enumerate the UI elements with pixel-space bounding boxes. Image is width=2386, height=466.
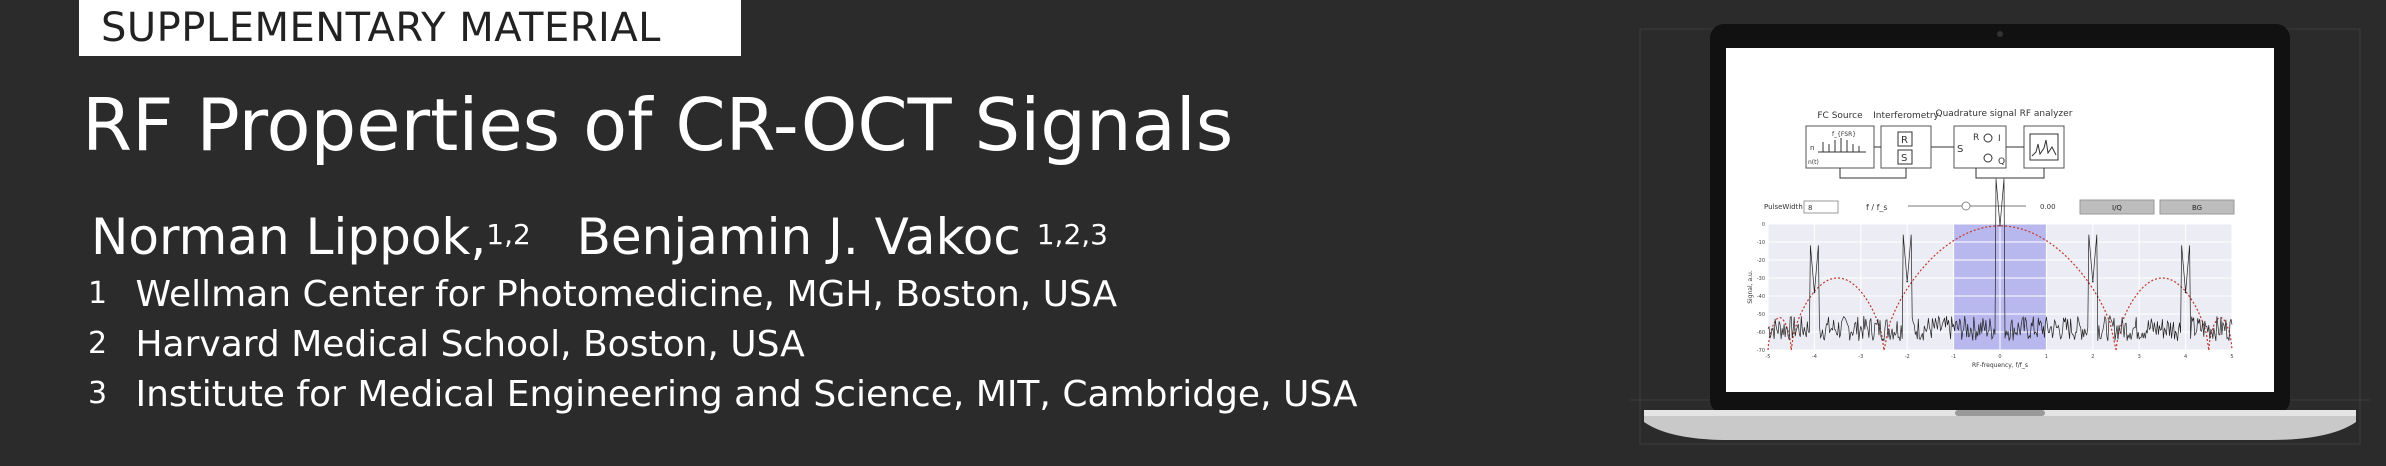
iq-button-label: I/Q bbox=[2112, 204, 2122, 212]
envelope-arch bbox=[2208, 316, 2233, 351]
envelope-arch bbox=[1883, 225, 2117, 351]
spectrum-peak bbox=[2184, 291, 2187, 294]
x-tick-label: -5 bbox=[1766, 354, 1771, 360]
y-tick-label: -20 bbox=[1757, 258, 1765, 264]
spectrum-peak bbox=[1906, 280, 1908, 283]
page-title: RF Properties of CR-OCT Signals bbox=[82, 83, 1234, 167]
x-axis-label: RF-frequency, f/f_s bbox=[1972, 362, 2028, 369]
envelope-arch bbox=[1767, 316, 1792, 351]
author-superscript: 1,2,3 bbox=[1036, 218, 1108, 251]
author-line: Norman Lippok,1,2 Benjamin J. Vakoc 1,2,… bbox=[91, 204, 1108, 270]
y-tick-label: -30 bbox=[1757, 276, 1765, 282]
x-tick-label: -4 bbox=[1812, 354, 1817, 360]
y-tick-label: -60 bbox=[1757, 330, 1765, 336]
quadrature-r-label: R bbox=[1973, 133, 1979, 143]
frequency-slider-handle[interactable] bbox=[1961, 201, 1971, 211]
affiliation-text: Harvard Medical School, Boston, USA bbox=[135, 324, 805, 365]
envelope-arch bbox=[2115, 277, 2210, 351]
x-tick-label: 5 bbox=[2230, 354, 2233, 360]
iq-button[interactable] bbox=[2079, 199, 2155, 215]
camera-icon bbox=[1997, 31, 2003, 37]
x-tick-label: 1 bbox=[2045, 354, 2048, 360]
ratio-label: f / f_s bbox=[1866, 203, 1888, 212]
x-tick-label: -2 bbox=[1905, 354, 1910, 360]
block-label-quadrature: Quadrature signal bbox=[1936, 109, 2017, 119]
rf-spectrum-plot: -5 -4 -3 -2 -1 0 1 2 3 4 50-10-20-30-40-50-60-70RF… bbox=[1747, 178, 2234, 369]
pulsewidth-input[interactable] bbox=[1803, 200, 1839, 214]
screen-content: FC Source Interferometry Quadrature sign… bbox=[1747, 109, 2235, 369]
y-tick-label: -50 bbox=[1757, 312, 1765, 318]
x-tick-label: -1 bbox=[1951, 354, 1956, 360]
x-tick-label: 2 bbox=[2091, 354, 2094, 360]
interferometer-r-label: R bbox=[1901, 135, 1908, 146]
pulsewidth-label: PulseWidth bbox=[1764, 203, 1803, 211]
y-tick-label: -40 bbox=[1757, 294, 1765, 300]
fc-fsr-label: f_{FSR} bbox=[1832, 131, 1856, 138]
spectrum-peak bbox=[1813, 291, 1816, 294]
affiliation-2: 2 Harvard Medical School, Boston, USA bbox=[88, 322, 805, 370]
y-tick-label: 0 bbox=[1762, 222, 1765, 228]
affiliation-number: 1 bbox=[88, 276, 108, 311]
spectrum-peak bbox=[1999, 225, 2001, 227]
slider-value: 0.00 bbox=[2040, 203, 2056, 211]
author-superscript: 1,2 bbox=[486, 218, 531, 251]
affiliation-text: Institute for Medical Engineering and Sc… bbox=[135, 374, 1358, 415]
supplementary-tag: SUPPLEMENTARY MATERIAL bbox=[79, 0, 741, 56]
setup-diagram: FC Source Interferometry Quadrature sign… bbox=[1805, 109, 2073, 179]
pulsewidth-value: 8 bbox=[1808, 204, 1812, 212]
author-name: Benjamin J. Vakoc bbox=[576, 208, 1021, 266]
block-label-fc-source: FC Source bbox=[1817, 111, 1863, 121]
affiliation-number: 2 bbox=[88, 326, 108, 361]
nt-label: n(t) bbox=[1808, 159, 1819, 166]
controls-row: PulseWidth 8 f / f_s 0.00 I/Q BG bbox=[1764, 199, 2235, 215]
quadrature-i-label: I bbox=[1998, 134, 2001, 144]
envelope-arch bbox=[1790, 277, 1885, 351]
block-label-interferometry: Interferometry bbox=[1873, 111, 1939, 121]
spectrum-peak bbox=[2092, 280, 2094, 283]
n-label: n bbox=[1810, 144, 1814, 152]
y-tick-label: -10 bbox=[1757, 240, 1765, 246]
y-tick-label: -70 bbox=[1757, 348, 1765, 354]
interferometer-s-label: S bbox=[1901, 153, 1907, 164]
x-tick-label: -3 bbox=[1858, 354, 1863, 360]
x-tick-label: 3 bbox=[2138, 354, 2141, 360]
laptop-notch bbox=[1955, 410, 2045, 416]
quadrature-q-label: Q bbox=[1998, 157, 2005, 167]
author-name: Norman Lippok, bbox=[91, 208, 487, 266]
x-tick-label: 0 bbox=[1998, 354, 2001, 360]
x-tick-label: 4 bbox=[2184, 354, 2187, 360]
affiliation-1: 1 Wellman Center for Photomedicine, MGH,… bbox=[88, 272, 1117, 320]
bg-button-label: BG bbox=[2192, 204, 2202, 212]
block-label-rf-analyzer: RF analyzer bbox=[2020, 109, 2073, 119]
affiliation-number: 3 bbox=[88, 376, 108, 411]
y-axis-label: Signal, a.u. bbox=[1747, 270, 1754, 304]
affiliation-text: Wellman Center for Photomedicine, MGH, B… bbox=[135, 274, 1118, 315]
affiliation-3: 3 Institute for Medical Engineering and … bbox=[88, 372, 1357, 420]
bg-button[interactable] bbox=[2159, 199, 2235, 215]
quadrature-s-label: S bbox=[1957, 144, 1963, 155]
laptop-base bbox=[1644, 412, 2356, 440]
